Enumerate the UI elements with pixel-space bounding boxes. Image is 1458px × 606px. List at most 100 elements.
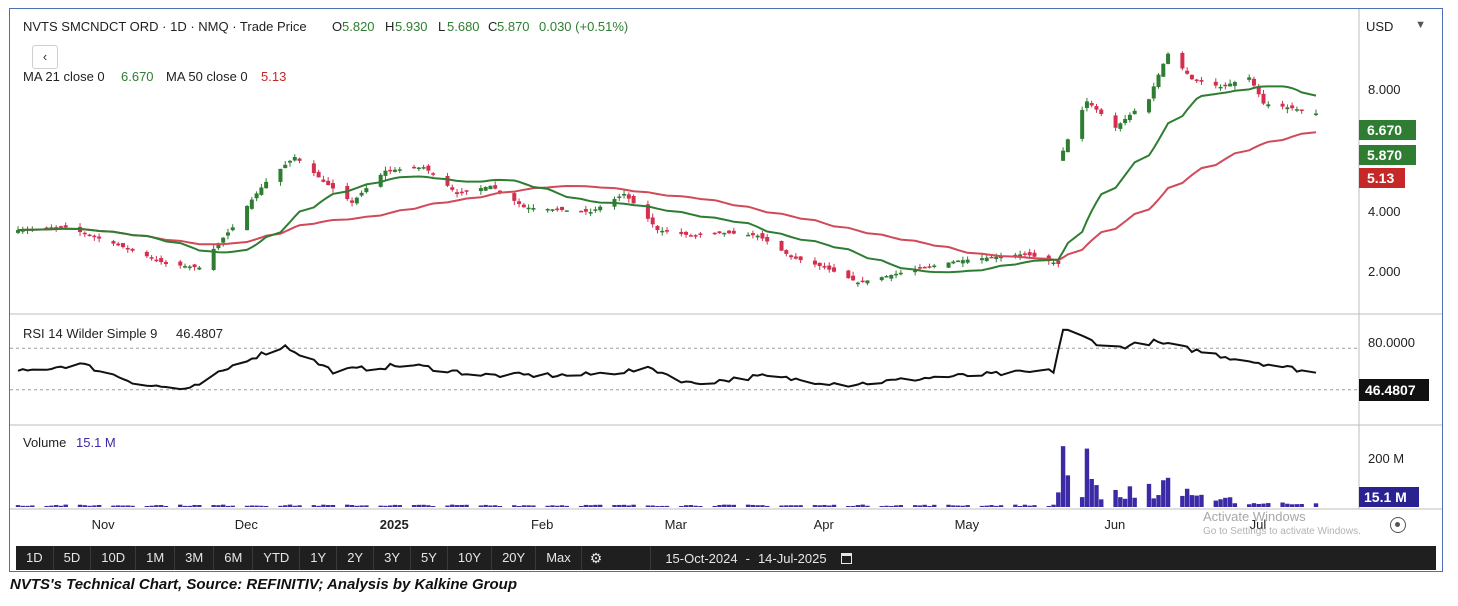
candle-body bbox=[392, 169, 397, 172]
candle-body bbox=[684, 231, 689, 235]
range-10d-button[interactable]: 10D bbox=[91, 546, 137, 570]
candle-body bbox=[416, 167, 421, 170]
ma50-legend-label: MA 50 close 0 bbox=[166, 69, 248, 84]
volume-bar bbox=[1280, 502, 1285, 507]
candle-body bbox=[49, 227, 54, 229]
candle-body bbox=[655, 225, 660, 231]
volume-bar bbox=[1060, 446, 1066, 507]
candle-body bbox=[1194, 79, 1199, 82]
month-label: Jun bbox=[1104, 517, 1125, 532]
range-1m-button[interactable]: 1M bbox=[136, 546, 176, 570]
candle-body bbox=[445, 175, 450, 186]
calendar-icon[interactable] bbox=[840, 552, 852, 564]
volume-bar bbox=[879, 506, 884, 507]
ma50-legend-value: 5.13 bbox=[261, 69, 286, 84]
range-3m-button[interactable]: 3M bbox=[175, 546, 215, 570]
candle-body bbox=[364, 188, 369, 193]
volume-bar bbox=[125, 505, 130, 507]
candle-body bbox=[493, 185, 498, 189]
month-label: 2025 bbox=[380, 517, 409, 532]
candle-body bbox=[192, 264, 197, 268]
candle-body bbox=[1132, 110, 1137, 115]
volume-bar bbox=[679, 505, 684, 507]
volume-bar bbox=[755, 505, 760, 507]
volume-bar bbox=[25, 505, 30, 507]
candle-body bbox=[16, 230, 20, 233]
volume-bar bbox=[583, 504, 589, 507]
volume-bar bbox=[459, 504, 465, 507]
volume-bar bbox=[683, 505, 689, 507]
volume-bar bbox=[951, 505, 956, 507]
candle-body bbox=[483, 186, 488, 191]
volume-bar bbox=[82, 505, 88, 507]
candle-body bbox=[1099, 109, 1104, 114]
candle-body bbox=[120, 243, 125, 248]
range-max-button[interactable]: Max bbox=[536, 546, 582, 570]
rsi-tag-text: 46.4807 bbox=[1365, 382, 1416, 398]
date-from[interactable]: 15-Oct-2024 bbox=[665, 550, 738, 566]
range-2y-button[interactable]: 2Y bbox=[337, 546, 375, 570]
volume-bar bbox=[688, 505, 694, 507]
volume-bar bbox=[454, 505, 460, 507]
range-6m-button[interactable]: 6M bbox=[214, 546, 254, 570]
candle-body bbox=[550, 209, 555, 211]
range-5d-button[interactable]: 5D bbox=[54, 546, 92, 570]
candle-body bbox=[297, 158, 302, 161]
chart-settings-icon[interactable] bbox=[1390, 517, 1406, 533]
candle-body bbox=[288, 160, 293, 163]
range-5y-button[interactable]: 5Y bbox=[411, 546, 448, 570]
gear-icon[interactable]: ⚙ bbox=[589, 549, 603, 566]
volume-bar bbox=[1051, 504, 1056, 507]
currency-selector[interactable]: USD ▼ bbox=[1366, 19, 1430, 34]
range-1d-button[interactable]: 1D bbox=[16, 546, 54, 570]
ma21-tag-text: 6.670 bbox=[1367, 122, 1402, 138]
volume-bar bbox=[1289, 504, 1295, 507]
range-10y-button[interactable]: 10Y bbox=[448, 546, 493, 570]
volume-bar bbox=[1261, 503, 1266, 507]
open-value: 5.820 bbox=[342, 19, 375, 34]
price-tick: 2.000 bbox=[1368, 264, 1401, 279]
volume-bar bbox=[917, 505, 923, 507]
date-to[interactable]: 14-Jul-2025 bbox=[757, 550, 827, 566]
volume-bar bbox=[388, 505, 393, 507]
candle-body bbox=[354, 197, 359, 204]
candle-body bbox=[1156, 74, 1161, 88]
candle-body bbox=[693, 235, 698, 237]
range-3y-button[interactable]: 3Y bbox=[374, 546, 412, 570]
volume-bar bbox=[1127, 486, 1133, 507]
volume-bar bbox=[994, 505, 999, 507]
volume-bar bbox=[989, 505, 994, 507]
month-label: Nov bbox=[92, 517, 116, 532]
candle-body bbox=[560, 206, 565, 211]
range-20y-button[interactable]: 20Y bbox=[492, 546, 537, 570]
chart-canvas: NVTS SMCNDCT ORD · 1D · NMQ · Trade Pric… bbox=[10, 9, 1442, 532]
volume-bar bbox=[278, 505, 283, 507]
volume-tag-bg bbox=[1359, 487, 1419, 507]
candle-body bbox=[812, 260, 817, 265]
volume-bar bbox=[850, 505, 856, 507]
volume-bar bbox=[411, 505, 417, 507]
volume-bar bbox=[311, 505, 317, 507]
range-toolbar: 1D 5D 10D 1M 3M 6M YTD 1Y 2Y 3Y 5Y 10Y 2… bbox=[16, 546, 1436, 570]
candle-body bbox=[727, 230, 732, 234]
volume-bar bbox=[779, 505, 784, 507]
candle-body bbox=[58, 226, 63, 228]
close-tag-text: 5.870 bbox=[1367, 147, 1402, 163]
range-ytd-button[interactable]: YTD bbox=[253, 546, 301, 570]
volume-bar bbox=[631, 504, 636, 507]
ma21-tag-bg bbox=[1359, 120, 1416, 140]
volume-bar bbox=[822, 504, 827, 507]
volume-bar bbox=[660, 505, 665, 507]
volume-bar bbox=[645, 505, 651, 507]
volume-bar bbox=[1151, 498, 1156, 507]
candle-body bbox=[1127, 114, 1132, 121]
collapse-panel-button[interactable]: ‹ bbox=[32, 45, 58, 69]
candle-body bbox=[130, 248, 135, 251]
volume-bar bbox=[197, 505, 202, 507]
low-value: 5.680 bbox=[447, 19, 480, 34]
candle-body bbox=[679, 231, 684, 235]
volume-bar bbox=[626, 505, 632, 507]
low-label: L bbox=[438, 19, 445, 34]
range-1y-button[interactable]: 1Y bbox=[300, 546, 338, 570]
candle-body bbox=[259, 187, 264, 195]
